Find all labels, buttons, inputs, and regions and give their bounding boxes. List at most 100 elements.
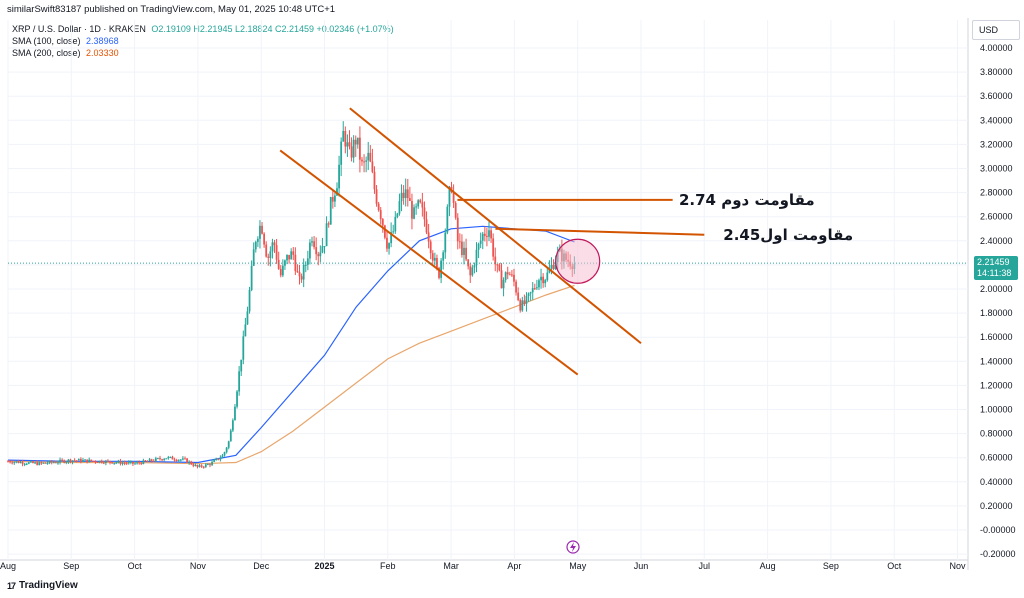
x-tick-label: Aug [760, 561, 776, 571]
candle-body [479, 240, 482, 244]
candle-body [531, 288, 534, 293]
candle-body [61, 459, 64, 461]
candle-body [242, 336, 245, 360]
candle-body [346, 142, 349, 147]
candle-body [529, 292, 532, 294]
currency-selector[interactable]: USD [972, 20, 1020, 40]
candle-body [354, 139, 357, 145]
candle-body [383, 225, 386, 238]
candle-body [471, 267, 474, 276]
chart-legend: XRP / U.S. Dollar · 1D · KRAKEN O2.19109… [12, 23, 394, 59]
candle-body [27, 462, 30, 464]
candle-body [442, 252, 445, 261]
candle-body [127, 462, 130, 464]
candle-body [132, 461, 134, 464]
y-tick-label: 0.40000 [980, 477, 1013, 487]
candle-body [223, 452, 226, 456]
candle-body [46, 463, 49, 465]
candle-body [42, 462, 45, 464]
candle-body [59, 459, 61, 463]
candle-body [48, 461, 51, 464]
candle-body [261, 225, 263, 234]
candle-body [334, 195, 336, 202]
candle-body [448, 186, 451, 207]
candle-body [279, 268, 282, 276]
candle-body [256, 238, 259, 242]
candle-body [325, 223, 328, 247]
candle-body [498, 264, 501, 271]
candle-body [209, 464, 211, 466]
candle-body [92, 460, 95, 462]
candle-body [19, 462, 22, 464]
candle-body [88, 459, 91, 463]
price-axis: -0.20000 -0.00000 0.20000 0.40000 0.60000 0.8… [980, 43, 1016, 559]
annotations: مقاومت دوم 2.74 مقاومت اول2.45 [679, 191, 853, 244]
candle-body [38, 462, 41, 465]
candle-body [417, 200, 420, 207]
last-price-value: 2.21459 [977, 257, 1010, 267]
candle-body [402, 192, 405, 199]
candle-body [365, 160, 368, 162]
candle-body [348, 142, 351, 147]
candle-body [542, 276, 545, 284]
candle-body [300, 276, 303, 280]
candle-body [36, 462, 39, 465]
candle-body [259, 225, 261, 239]
brand-name: TradingView [19, 580, 78, 591]
symbol-title[interactable]: XRP / U.S. Dollar · 1D · KRAKEN [12, 24, 146, 34]
candle-body [438, 267, 440, 278]
x-tick-label: Mar [443, 561, 459, 571]
tradingview-logo-icon: 17 [7, 580, 16, 591]
candle-body [288, 254, 291, 260]
candle-body [157, 458, 159, 460]
candle-body [381, 219, 384, 226]
x-tick-label: Apr [507, 561, 521, 571]
y-tick-label: 0.60000 [980, 453, 1013, 463]
candle-body [117, 461, 120, 463]
x-tick-label: Dec [253, 561, 270, 571]
annotation-1: مقاومت دوم 2.74 [679, 191, 815, 209]
candle-body [323, 246, 326, 248]
candle-body [211, 461, 213, 466]
candle-body [165, 458, 168, 460]
candle-body [109, 460, 111, 463]
candle-body [483, 233, 486, 236]
candle-body [413, 207, 415, 219]
candle-body [429, 241, 432, 254]
candle-body [298, 272, 301, 277]
candle-body [40, 462, 43, 464]
y-tick-label: 4.00000 [980, 43, 1013, 53]
candle-body [533, 288, 536, 290]
x-tick-label: Jul [699, 561, 711, 571]
candle-body [540, 276, 542, 281]
candle-body [546, 272, 549, 281]
y-tick-label: -0.00000 [980, 525, 1016, 535]
candle-body [367, 152, 370, 161]
tradingview-brand[interactable]: 17 TradingView [7, 580, 78, 591]
candle-body [292, 251, 295, 255]
candle-body [30, 461, 32, 463]
candle-body [469, 266, 472, 276]
candle-body [240, 359, 243, 372]
candle-body [225, 447, 228, 453]
candle-body [67, 459, 70, 462]
candle-body [502, 279, 505, 289]
candle-body [458, 241, 461, 243]
candle-body [104, 460, 107, 464]
candle-body [304, 264, 307, 266]
sma200-label[interactable]: SMA (200, close) [12, 48, 81, 58]
candle-body [548, 268, 551, 273]
candle-body [269, 251, 272, 258]
candle-body [513, 274, 515, 282]
candle-body [134, 463, 136, 465]
candle-body [336, 188, 338, 196]
sma100-label[interactable]: SMA (100, close) [12, 36, 81, 46]
candle-body [215, 458, 218, 461]
candle-body [273, 242, 276, 246]
candle-body [182, 458, 184, 460]
resistance-1 [495, 227, 705, 236]
candlestick-series [7, 121, 576, 469]
y-tick-label: 1.60000 [980, 332, 1013, 342]
candle-body [236, 391, 238, 407]
